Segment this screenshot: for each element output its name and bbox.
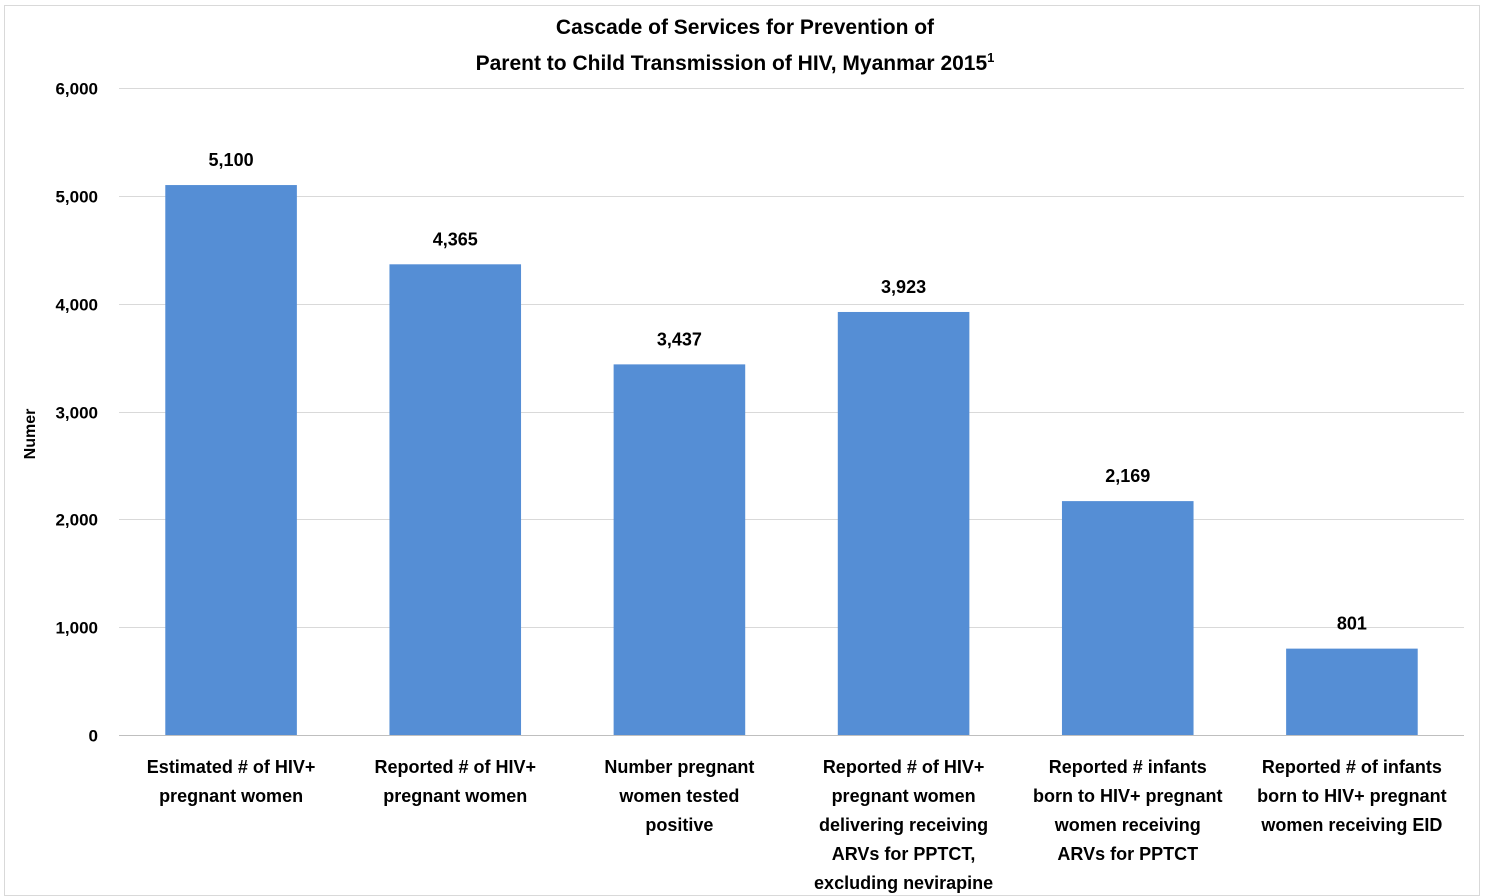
bar (389, 264, 522, 735)
y-tick-label: 0 (89, 727, 98, 746)
y-axis-title: Numer (22, 409, 39, 460)
y-tick-label: 1,000 (55, 619, 98, 638)
bar (1286, 648, 1418, 735)
category-label: Number pregnant women tested positive (604, 757, 754, 835)
category-label-line: Estimated # of HIV+ (147, 757, 316, 777)
y-tick-label: 3,000 (55, 404, 98, 423)
category-label-line: Reported # of infants (1262, 757, 1442, 777)
gridlines (119, 88, 1464, 736)
category-label-line: born to HIV+ pregnant (1257, 786, 1447, 806)
bars (165, 185, 1418, 736)
category-label-line: women receiving EID (1260, 815, 1442, 835)
data-labels: 5,100 4,365 3,437 3,923 2,169 801 (209, 150, 1367, 634)
category-label: Reported # of HIV+ pregnant women (374, 757, 536, 806)
x-axis-labels: Estimated # of HIV+ pregnant womenReporte… (147, 757, 1447, 893)
y-tick-label: 2,000 (55, 511, 98, 530)
data-label: 801 (1337, 614, 1367, 634)
category-label: Estimated # of HIV+ pregnant women (147, 757, 316, 806)
chart-title: Cascade of Services for Prevention of (556, 16, 935, 39)
category-label-line: pregnant women (159, 786, 303, 806)
y-axis-ticks: 0 1,000 2,000 3,000 4,000 5,000 6,000 (55, 80, 98, 746)
category-label-line: ARVs for PPTCT, (832, 844, 976, 864)
bar (1061, 501, 1194, 735)
category-label-line: pregnant women (383, 786, 527, 806)
bar (837, 311, 970, 735)
category-label-line: born to HIV+ pregnant (1033, 786, 1223, 806)
category-label-line: delivering receiving (819, 815, 988, 835)
category-label-line: Reported # of HIV+ (823, 757, 985, 777)
category-label: Reported # of infants born to HIV+ pregna… (1257, 757, 1447, 835)
data-label: 3,437 (657, 329, 702, 349)
category-label-line: Number pregnant (604, 757, 754, 777)
y-tick-label: 4,000 (55, 296, 98, 315)
category-label-line: pregnant women (832, 786, 976, 806)
category-label-line: women tested (618, 786, 739, 806)
category-label-line: positive (645, 815, 713, 835)
chart-subtitle: Parent to Child Transmission of HIV, Mya… (476, 50, 995, 75)
category-label-line: Reported # of HIV+ (374, 757, 536, 777)
y-tick-label: 6,000 (55, 80, 98, 99)
category-label-line: women receiving (1054, 815, 1201, 835)
bar (613, 364, 746, 735)
category-label-line: ARVs for PPTCT (1057, 844, 1198, 864)
category-label-line: excluding nevirapine (814, 873, 993, 893)
data-label: 3,923 (881, 277, 926, 297)
y-tick-label: 5,000 (55, 188, 98, 207)
data-label: 2,169 (1105, 466, 1150, 486)
data-label: 5,100 (209, 150, 254, 170)
chart-subtitle-main: Parent to Child Transmission of HIV, Mya… (476, 52, 988, 75)
category-label: Reported # of HIV+ pregnant women deliveri… (814, 757, 993, 893)
chart-subtitle-superscript: 1 (987, 50, 994, 65)
category-label-line: Reported # infants (1049, 757, 1207, 777)
bar (165, 185, 297, 736)
category-label: Reported # infants born to HIV+ pregnant w… (1033, 757, 1223, 864)
data-label: 4,365 (433, 229, 478, 249)
